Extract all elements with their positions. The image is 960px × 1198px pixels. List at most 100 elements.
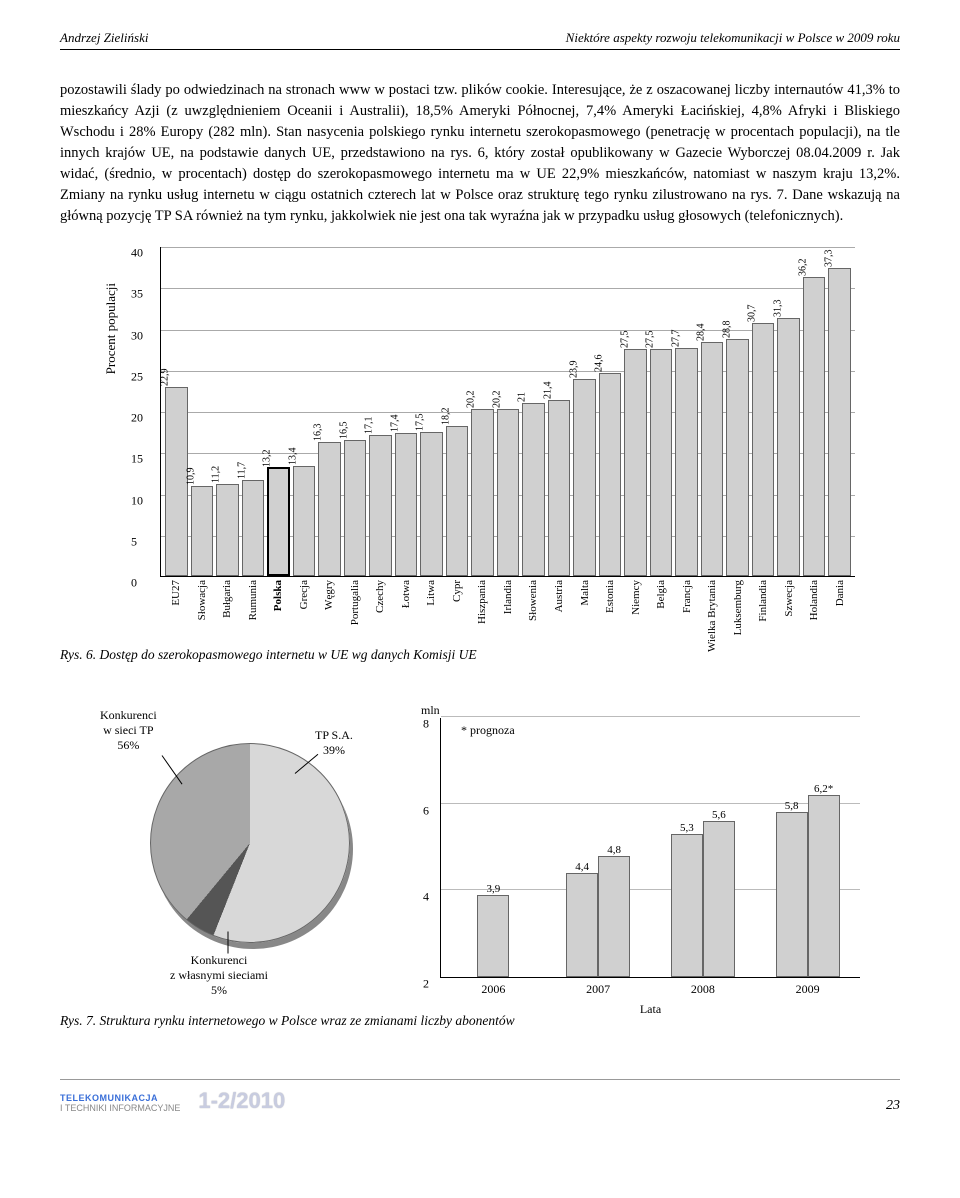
x-label: Holandia — [808, 580, 820, 620]
footer-brand: TELEKOMUNIKACJA I TECHNIKI INFORMACYJNE — [60, 1093, 180, 1115]
bar2-value: 4,4 — [575, 861, 589, 873]
bar: 11,7 — [242, 480, 265, 577]
bar2-value: 6,2* — [814, 783, 833, 795]
bar2-value: 4,8 — [607, 844, 621, 856]
bar2-ytick: 8 — [423, 717, 429, 732]
bar-value: 27,5 — [619, 331, 630, 349]
page-footer: TELEKOMUNIKACJA I TECHNIKI INFORMACYJNE … — [60, 1079, 900, 1114]
bar2-xlabel: 2006 — [481, 982, 505, 997]
bar-value: 13,4 — [287, 447, 298, 465]
x-label: Portugalia — [349, 580, 361, 625]
bar: 18,2 — [446, 426, 469, 576]
bar: 20,2 — [497, 409, 520, 576]
x-label: Francja — [681, 580, 693, 613]
bar2-xlabel: 2007 — [586, 982, 610, 997]
x-label: Belgia — [655, 580, 667, 609]
bar2-chart-area: mln * prognoza Lata 24683,920064,44,8200… — [440, 718, 860, 978]
bar: 37,3 — [828, 268, 851, 576]
bar2-xaxis-title: Lata — [640, 1002, 661, 1017]
x-label: Słowacja — [196, 580, 208, 620]
figure-7: Konkurenciw sieci TP56% TP S.A.39% Konku… — [90, 703, 870, 983]
footer-issue: 1-2/2010 — [198, 1088, 285, 1114]
y-tick: 30 — [131, 328, 143, 343]
bar2-ytick: 2 — [423, 977, 429, 992]
pie-chart: Konkurenciw sieci TP56% TP S.A.39% Konku… — [90, 703, 410, 983]
bar2-value: 5,8 — [785, 800, 799, 812]
bar: 16,3 — [318, 442, 341, 576]
bar: 31,3 — [777, 318, 800, 576]
x-label: Hiszpania — [476, 580, 488, 624]
x-label: Luksemburg — [732, 580, 744, 635]
bar-value: 16,5 — [338, 421, 349, 439]
bar-value: 21 — [517, 392, 528, 402]
body-paragraph: pozostawili ślady po odwiedzinach na str… — [60, 80, 900, 227]
bar: 17,4 — [395, 433, 418, 577]
bar: 28,8 — [726, 339, 749, 577]
bar-value: 37,3 — [823, 250, 834, 268]
bar-value: 11,7 — [236, 461, 247, 478]
bar-value: 17,4 — [389, 414, 400, 432]
bar: 16,5 — [344, 440, 367, 576]
x-label: Węgry — [323, 580, 335, 610]
x-label: Rumunia — [247, 580, 259, 620]
bar: 22,9 — [165, 387, 188, 576]
bar-value: 28,8 — [721, 320, 732, 338]
bar: 13,2 — [267, 467, 290, 576]
bar-value: 13,2 — [262, 450, 273, 468]
figure-6-chart: Procent populacji 051015202530354022,9EU… — [105, 247, 855, 577]
bar: 21,4 — [548, 400, 571, 577]
bar: 17,1 — [369, 435, 392, 576]
bar: 13,4 — [293, 466, 316, 577]
bar: 27,7 — [675, 348, 698, 577]
x-label: Estonia — [604, 580, 616, 613]
bar2-xlabel: 2009 — [796, 982, 820, 997]
header-author: Andrzej Zieliński — [60, 30, 148, 46]
bar-value: 27,5 — [645, 331, 656, 349]
bar2: 5,6 — [703, 821, 735, 977]
y-tick: 35 — [131, 287, 143, 302]
bar2-xlabel: 2008 — [691, 982, 715, 997]
x-label: Słowenia — [527, 580, 539, 621]
bar: 23,9 — [573, 379, 596, 576]
bar-value: 17,5 — [415, 413, 426, 431]
x-label: Irlandia — [502, 580, 514, 614]
bar-value: 17,1 — [364, 417, 375, 435]
bar: 21 — [522, 403, 545, 576]
y-tick: 15 — [131, 452, 143, 467]
bar-value: 31,3 — [772, 299, 783, 317]
pie-body — [150, 743, 350, 943]
footer-brand-2: I TECHNIKI INFORMACYJNE — [60, 1103, 180, 1114]
footer-page: 23 — [886, 1098, 900, 1114]
bar: 17,5 — [420, 432, 443, 576]
x-label: Polska — [272, 580, 284, 611]
bar2-value: 5,6 — [712, 809, 726, 821]
x-label: Litwa — [425, 580, 437, 606]
bar: 28,4 — [701, 342, 724, 576]
bar2: 5,3 — [671, 834, 703, 977]
y-tick: 0 — [131, 576, 137, 591]
bar2: 4,4 — [566, 873, 598, 977]
x-label: Grecja — [298, 580, 310, 609]
bar-value: 20,2 — [491, 391, 502, 409]
pie-label-3: TP S.A.39% — [315, 728, 353, 758]
bar2-value: 3,9 — [487, 883, 501, 895]
bar: 24,6 — [599, 373, 622, 576]
x-label: Wielka Brytania — [706, 580, 718, 652]
x-label: Czechy — [374, 580, 386, 613]
pie-label-2: Konkurenciz własnymi sieciami5% — [170, 953, 268, 998]
bar: 30,7 — [752, 323, 775, 576]
header-title: Niektóre aspekty rozwoju telekomunikacji… — [566, 30, 900, 46]
footer-brand-1: TELEKOMUNIKACJA — [60, 1093, 180, 1104]
y-tick: 25 — [131, 369, 143, 384]
bar: 20,2 — [471, 409, 494, 576]
x-label: Łotwa — [400, 580, 412, 608]
bar-value: 27,7 — [670, 329, 681, 347]
bar-value: 23,9 — [568, 360, 579, 378]
bar-value: 16,3 — [313, 423, 324, 441]
y-tick: 5 — [131, 534, 137, 549]
bar2: 4,8 — [598, 856, 630, 977]
x-label: Niemcy — [630, 580, 642, 615]
x-label: Malta — [579, 580, 591, 606]
x-label: Szwecja — [783, 580, 795, 617]
bar-value: 36,2 — [798, 259, 809, 277]
